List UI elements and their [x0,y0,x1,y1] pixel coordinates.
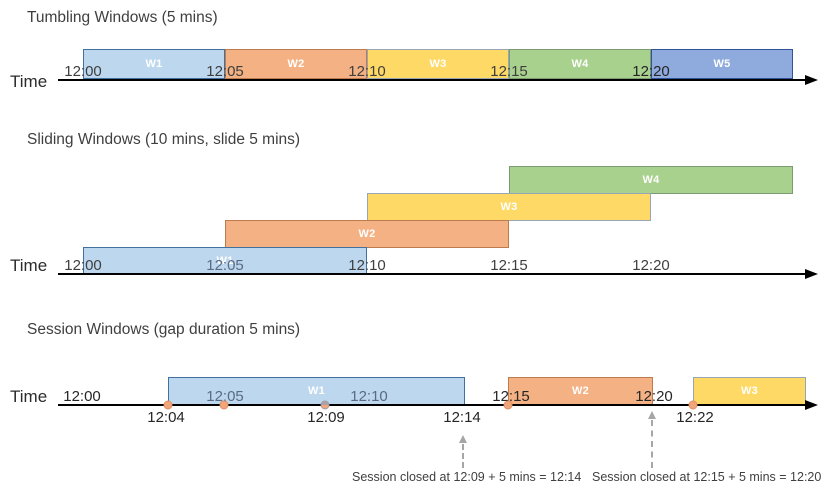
time-axis-line [58,404,806,406]
tick-12-15: 12:15 [492,388,530,405]
window-label: W5 [713,58,731,70]
sliding-window-w1: W1 [83,247,367,275]
tick-12-05: 12:05 [206,257,244,274]
session-title: Session Windows (gap duration 5 mins) [27,321,301,338]
up-arrowhead-icon [459,435,467,443]
time-axis-label: Time [10,72,48,91]
window-label: W2 [358,228,376,240]
tumbling-window-w5: W5 [651,49,793,79]
tick-12-15: 12:15 [490,257,528,274]
event-dot-12-15 [503,400,513,410]
session-window-w2: W2 [508,377,653,405]
tick-12-00: 12:00 [64,257,102,274]
time-axis-line [58,273,806,275]
time-axis-label: Time [10,256,48,275]
tick-12-05: 12:05 [206,388,244,405]
event-label-12-14: 12:14 [443,409,481,426]
window-label: W4 [642,174,660,186]
window-label: W1 [307,385,326,397]
tumbling-window-w4: W4 [509,49,651,79]
tumbling-window-w2: W2 [225,49,367,79]
session-closed-annotation-2: Session closed at 12:15 + 5 mins = 12:20 [592,470,822,484]
event-dot-12-22 [688,400,698,410]
sliding-title: Sliding Windows (10 mins, slide 5 mins) [27,131,301,148]
dashed-arrow-line [651,420,653,468]
event-dot-12-09 [320,400,330,410]
tick-12-15: 12:15 [490,63,528,80]
window-label: W3 [740,385,759,397]
up-arrowhead-icon [648,411,656,419]
tick-12-10: 12:10 [350,388,388,405]
tick-12-10: 12:10 [348,63,386,80]
time-axis-label: Time [10,387,48,406]
time-axis-line [58,79,806,81]
window-label: W3 [500,201,518,213]
tick-12-00: 12:00 [64,63,102,80]
tick-12-20: 12:20 [635,388,673,405]
window-label: W4 [571,58,589,70]
tumbling-window-w3: W3 [367,49,509,79]
tick-12-10: 12:10 [348,257,386,274]
window-label: W2 [571,385,590,397]
time-axis-arrowhead-icon [805,400,818,410]
tick-12-20: 12:20 [632,63,670,80]
event-dot-12-04 [163,400,173,410]
tumbling-window-w1: W1 [83,49,225,79]
sliding-window-w4: W4 [509,166,793,194]
tick-12-05: 12:05 [206,63,244,80]
dashed-arrow-line [462,444,464,468]
tick-12-00: 12:00 [63,388,101,405]
window-label: W1 [145,58,163,70]
event-label-12-09: 12:09 [307,409,345,426]
sliding-window-w2: W2 [225,220,509,248]
time-axis-arrowhead-icon [805,269,818,279]
event-label-12-04: 12:04 [147,409,185,426]
window-label: W2 [287,58,305,70]
tumbling-title: Tumbling Windows (5 mins) [27,9,218,26]
event-dot-12-05 [219,400,229,410]
tick-12-20: 12:20 [632,257,670,274]
session-window-w3: W3 [693,377,806,405]
window-label: W1 [216,255,234,267]
sliding-window-w3: W3 [367,193,651,221]
time-axis-arrowhead-icon [805,75,818,85]
session-closed-annotation-1: Session closed at 12:09 + 5 mins = 12:14 [352,470,582,484]
event-label-12-22: 12:22 [676,409,714,426]
window-label: W3 [429,58,447,70]
